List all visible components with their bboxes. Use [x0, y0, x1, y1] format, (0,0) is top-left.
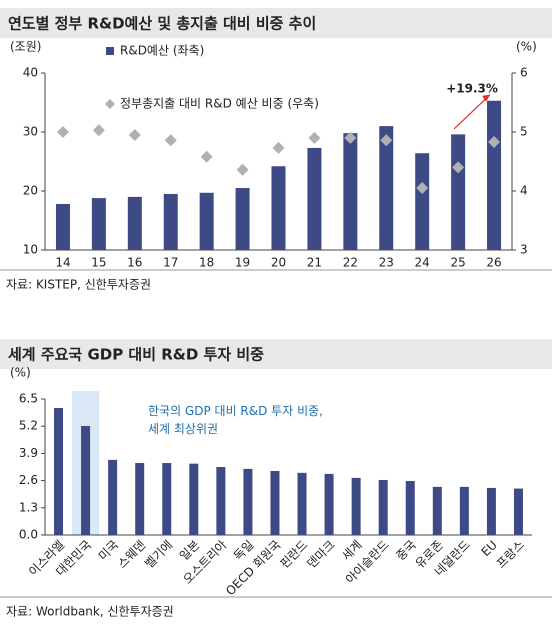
- y-axis-unit: (조원): [10, 40, 41, 54]
- bar: [405, 481, 415, 535]
- legend-label: 정부총지출 대비 R&D 예산 비중 (우축): [120, 97, 319, 111]
- arrow-head: [482, 94, 491, 102]
- bar: [189, 463, 199, 535]
- diamond-marker: [416, 182, 429, 195]
- diamond-marker: [344, 131, 357, 144]
- diamond-marker: [200, 150, 213, 163]
- header-bg: [0, 339, 552, 369]
- legend-marker: [106, 47, 114, 55]
- bar: [243, 468, 253, 535]
- bar: [108, 459, 118, 535]
- x-tick-label: 22: [343, 256, 358, 270]
- source: 자료: KISTEP, 신한투자증권: [6, 278, 151, 292]
- y-tick-label: 0.0: [19, 528, 38, 542]
- x-tick-label: 21: [307, 256, 322, 270]
- bar: [270, 470, 280, 535]
- y2-tick-label: 4: [520, 184, 528, 198]
- bar: [487, 100, 502, 250]
- bar: [513, 488, 523, 535]
- chart-title: 연도별 정부 R&D예산 및 총지출 대비 비중 추이: [8, 15, 316, 33]
- diamond-marker: [56, 126, 69, 138]
- x-tick-label: EU: [479, 538, 500, 559]
- bar: [486, 487, 496, 535]
- x-tick-label: 20: [271, 256, 286, 270]
- y2-axis-unit: (%): [516, 40, 537, 54]
- y-tick-label: 3.9: [19, 446, 38, 460]
- diamond-marker: [452, 161, 465, 174]
- bar: [451, 134, 466, 250]
- y-tick-label: 6.5: [19, 392, 38, 406]
- x-tick-label: 벨기에: [142, 538, 175, 571]
- y-tick-label: 20: [23, 184, 38, 198]
- y-tick-label: 1.3: [19, 500, 38, 514]
- bar: [324, 473, 334, 535]
- legend-marker: [105, 99, 115, 109]
- y2-tick-label: 5: [520, 125, 528, 139]
- diamond-marker: [488, 136, 501, 149]
- legend-label: R&D예산 (좌축): [120, 44, 204, 58]
- y-axis-unit: (%): [10, 366, 31, 380]
- y-tick-label: 40: [23, 66, 38, 80]
- bar: [162, 463, 172, 535]
- bar: [216, 467, 226, 535]
- x-tick-label: 16: [127, 256, 142, 270]
- x-tick-label: 프랑스: [494, 538, 527, 571]
- bar: [235, 188, 250, 250]
- x-tick-label: 덴마크: [304, 538, 337, 571]
- bar: [415, 153, 430, 250]
- x-tick-label: 23: [379, 256, 394, 270]
- bar: [135, 463, 145, 535]
- bar: [459, 486, 469, 535]
- bar: [54, 407, 64, 535]
- y-tick-label: 5.2: [19, 419, 38, 433]
- bar: [199, 192, 214, 250]
- annotation-line: 세계 최상위권: [148, 422, 218, 436]
- diamond-marker: [308, 131, 321, 144]
- y2-tick-label: 3: [520, 243, 528, 257]
- diamond-marker: [164, 134, 177, 147]
- bar: [432, 486, 442, 535]
- y2-tick-label: 6: [520, 66, 528, 80]
- x-tick-label: 24: [415, 256, 430, 270]
- x-tick-label: 25: [450, 256, 465, 270]
- bar: [81, 425, 91, 535]
- annotation-arrow: [453, 94, 491, 130]
- bar: [297, 472, 307, 535]
- chart-title: 세계 주요국 GDP 대비 R&D 투자 비중: [8, 346, 264, 364]
- bar: [378, 479, 388, 535]
- diamond-marker: [92, 124, 105, 137]
- diamond-marker: [128, 128, 141, 141]
- annotation-line: 한국의 GDP 대비 R&D 투자 비중,: [148, 404, 323, 418]
- x-tick-label: 19: [235, 256, 250, 270]
- bar: [307, 147, 322, 250]
- x-tick-label: 18: [199, 256, 214, 270]
- x-tick-label: 26: [486, 256, 501, 270]
- x-tick-label: 핀란드: [277, 538, 310, 571]
- bar: [91, 198, 106, 250]
- y-tick-label: 30: [23, 125, 38, 139]
- bar: [379, 126, 394, 250]
- annotation: 한국의 GDP 대비 R&D 투자 비중, 세계 최상위권: [148, 404, 323, 436]
- bar: [163, 193, 178, 250]
- annotation: +19.3%: [446, 82, 498, 96]
- bar: [343, 133, 358, 250]
- header-bg: [0, 8, 552, 38]
- y-tick-label: 10: [23, 243, 38, 257]
- bar: [351, 477, 361, 535]
- x-tick-label: 스웨덴: [115, 538, 148, 571]
- x-tick-label: 14: [55, 256, 70, 270]
- source: 자료: Worldbank, 신한투자증권: [6, 605, 174, 619]
- diamond-marker: [236, 163, 249, 176]
- diamond-marker: [380, 134, 393, 147]
- diamond-marker: [272, 141, 285, 154]
- y-tick-label: 2.6: [19, 473, 38, 487]
- x-tick-label: 17: [163, 256, 178, 270]
- bar: [271, 166, 286, 250]
- x-tick-label: 15: [91, 256, 106, 270]
- bar: [55, 203, 70, 250]
- bar: [127, 196, 142, 250]
